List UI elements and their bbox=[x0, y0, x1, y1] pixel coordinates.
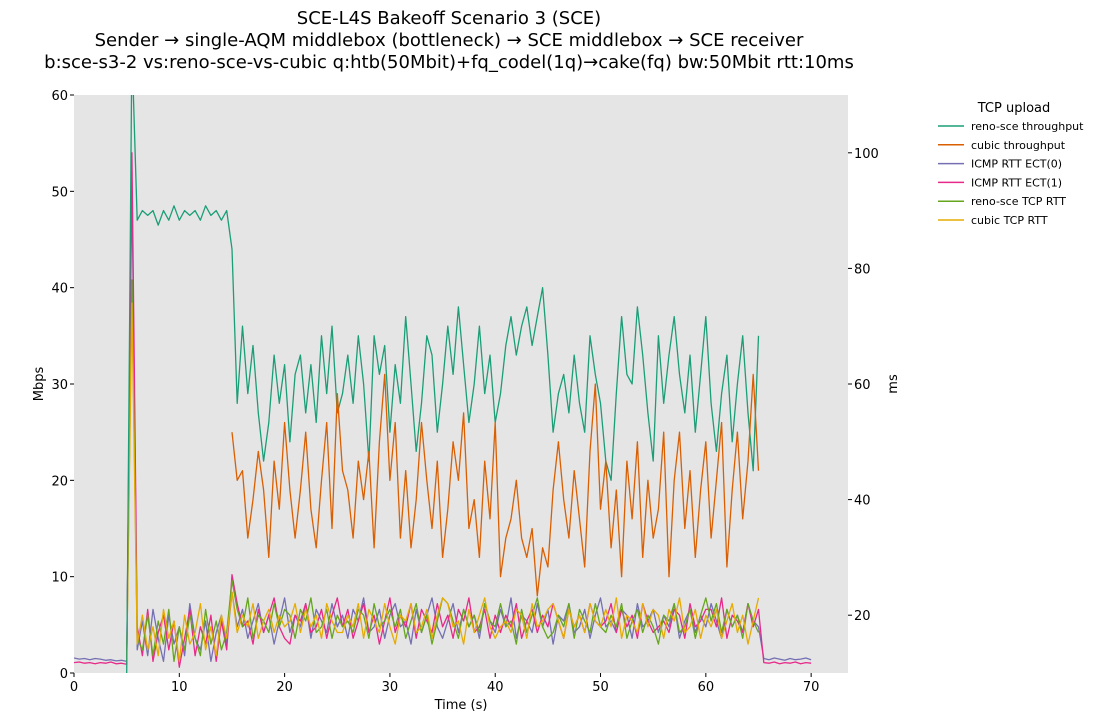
left-tick-label: 0 bbox=[60, 667, 68, 682]
x-tick-label: 60 bbox=[698, 680, 715, 695]
x-tick-label: 20 bbox=[276, 680, 293, 695]
x-tick-label: 0 bbox=[70, 680, 78, 695]
left-tick-label: 40 bbox=[51, 282, 68, 297]
left-tick-label: 30 bbox=[51, 378, 68, 393]
left-tick-label: 10 bbox=[51, 571, 68, 586]
left-tick-label: 60 bbox=[51, 89, 68, 104]
legend-label: ICMP RTT ECT(0) bbox=[971, 158, 1062, 171]
series-line-cubic-throughput bbox=[231, 373, 760, 597]
chart-title-line-2: Sender → single-AQM middlebox (bottlenec… bbox=[95, 30, 804, 51]
x-tick-label: 70 bbox=[803, 680, 820, 695]
right-tick-label: 100 bbox=[854, 147, 879, 162]
series-line-reno-sce-throughput bbox=[126, 95, 760, 673]
x-tick-label: 40 bbox=[487, 680, 504, 695]
chart-title-line-1: SCE-L4S Bakeoff Scenario 3 (SCE) bbox=[297, 8, 601, 29]
series-layer bbox=[74, 95, 812, 673]
legend-label: reno-sce TCP RTT bbox=[971, 195, 1066, 208]
legend-label: ICMP RTT ECT(1) bbox=[971, 176, 1062, 189]
series-line-cubic-tcp-rtt bbox=[126, 302, 760, 663]
right-tick-label: 60 bbox=[854, 378, 871, 393]
y-axis-right-label: ms bbox=[886, 374, 901, 394]
x-tick-label: 30 bbox=[382, 680, 399, 695]
legend-label: cubic TCP RTT bbox=[971, 214, 1048, 227]
legend-title: TCP upload bbox=[977, 101, 1051, 116]
legend-label: reno-sce throughput bbox=[971, 120, 1084, 133]
plot-area bbox=[74, 95, 848, 673]
right-tick-label: 80 bbox=[854, 262, 871, 277]
x-tick-label: 10 bbox=[171, 680, 188, 695]
x-axis-label: Time (s) bbox=[434, 698, 488, 713]
left-tick-label: 20 bbox=[51, 474, 68, 489]
x-tick-label: 50 bbox=[592, 680, 609, 695]
ticks-layer: 0 10 20 30 40 50 60 70 0 10 20 30 40 50 60 20 40 60 80 100 bbox=[51, 89, 878, 695]
chart-title-line-3: b:sce-s3-2 vs:reno-sce-vs-cubic q:htb(50… bbox=[44, 52, 854, 73]
left-tick-label: 50 bbox=[51, 185, 68, 200]
right-tick-label: 20 bbox=[854, 609, 871, 624]
legend: TCP upload reno-sce throughput cubic thro… bbox=[938, 101, 1084, 227]
right-tick-label: 40 bbox=[854, 494, 871, 509]
y-axis-left-label: Mbps bbox=[32, 367, 47, 402]
legend-label: cubic throughput bbox=[971, 139, 1066, 152]
